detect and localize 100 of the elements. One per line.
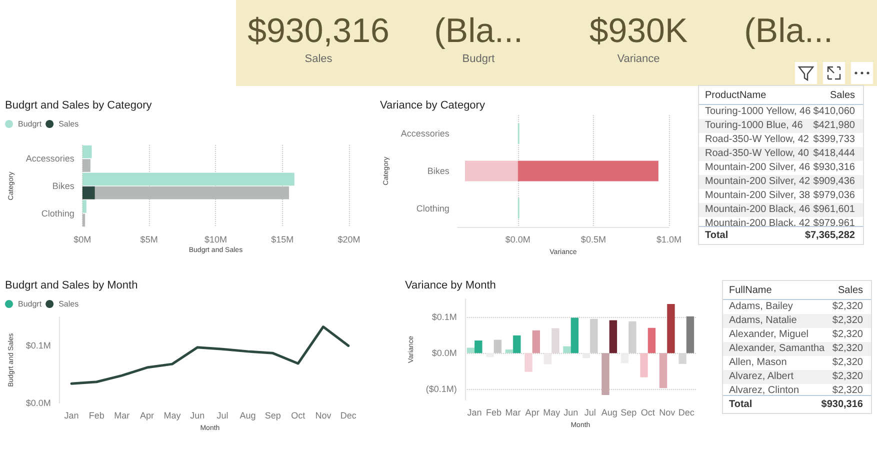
x-tick-label: Nov [315, 410, 332, 421]
category-label: Sales [304, 53, 334, 65]
bar [686, 316, 694, 354]
x-tick-label: $0.5M [580, 234, 606, 244]
text: $2,320 [832, 371, 863, 382]
text: Total [705, 230, 728, 241]
category-label: Budgrt [461, 53, 496, 65]
bar [474, 340, 482, 354]
x-tick-label: Sep [264, 410, 281, 421]
text: $930,316 [248, 12, 390, 50]
x-tick-label: $15M [271, 234, 294, 244]
category-label: Variance [616, 53, 661, 65]
text: $2,320 [832, 315, 863, 326]
y-tick-label: $0.0M [26, 398, 51, 408]
bar [640, 353, 648, 378]
bar [82, 186, 95, 200]
bar [667, 304, 675, 354]
text: (Bla... [434, 12, 523, 50]
y-tick-label: Accessories [400, 128, 450, 139]
text: $418,444 [813, 148, 855, 159]
x-tick-label: Apr [140, 410, 154, 421]
x-tick-label: Jan [467, 408, 482, 418]
category-label: Allen, Mason [729, 357, 787, 370]
x-tick-label: $20M [338, 234, 360, 244]
bar [582, 353, 590, 358]
text: $930K [589, 12, 688, 50]
category-label: Alexander, Samantha [729, 343, 825, 356]
x-tick-label: $0.0M [505, 234, 530, 244]
bar [82, 145, 92, 158]
text: (Bla... [744, 12, 833, 50]
legend-label: Budgrt [18, 300, 42, 308]
category-label: Road-350-W Yellow, 40 [705, 148, 809, 161]
bar [82, 214, 86, 227]
x-tick-label: Mar [114, 410, 130, 421]
bar [648, 328, 656, 354]
y-tick-label: Bikes [427, 166, 450, 176]
category-label: Alvarez, Clinton [729, 385, 800, 398]
y-tick-label: ($0.1M) [426, 384, 457, 394]
y-tick-label: $0.0M [432, 348, 457, 358]
category-label: Alexander, Miguel [729, 329, 808, 342]
bar [82, 200, 86, 213]
x-tick-label: $1.0M [656, 234, 682, 244]
x-tick-label: $5M [140, 234, 158, 244]
x-tick-label: May [543, 408, 561, 418]
x-tick-label: Jan [64, 410, 79, 421]
x-tick-label: Oct [291, 410, 306, 421]
bar [82, 159, 90, 172]
text: $2,320 [832, 301, 863, 312]
bar [513, 335, 521, 354]
x-tick-label: Sep [620, 408, 637, 418]
category-label: Mountain-200 Black, 46 [705, 204, 810, 217]
bar [82, 172, 294, 186]
bar [620, 353, 629, 364]
text: ProductName [705, 90, 766, 101]
chart-title: Variance by Category [380, 100, 486, 112]
category-label: Road-350-W Yellow, 42 [705, 134, 809, 147]
category-label: Adams, Natalie [729, 315, 797, 328]
text: $2,320 [832, 385, 863, 396]
text: $2,320 [832, 343, 863, 354]
legend-label: Budgrt [18, 120, 42, 128]
bar [532, 330, 540, 354]
y-tick-label: $0.1M [432, 312, 457, 322]
x-tick-label: Nov [659, 408, 676, 418]
category-label: Adams, Bailey [729, 301, 793, 314]
text: $909,436 [813, 176, 855, 187]
x-tick-label: Dec [340, 410, 357, 421]
text: $961,601 [813, 204, 855, 215]
chart-title: Budgrt and Sales by Month [5, 280, 138, 292]
text: $421,980 [813, 120, 855, 131]
text: FullName [729, 285, 772, 296]
x-tick-label: Aug [601, 408, 618, 418]
bar [552, 328, 560, 354]
category-label: Alvarez, Albert [729, 371, 794, 384]
x-tick-label: May [164, 410, 182, 421]
category-label: Mountain-200 Silver, 38 [705, 190, 810, 203]
x-tick-label: Jun [190, 410, 205, 421]
y-tick-label: Clothing [41, 208, 74, 218]
line-series [70, 326, 350, 385]
x-tick-label: Jun [564, 408, 578, 418]
legend-label: Sales [58, 120, 79, 128]
chart-title: Variance by Month [405, 280, 496, 292]
text: $979,036 [813, 190, 855, 201]
bar [466, 348, 475, 354]
category-label: Touring-1000 Blue, 46 [705, 120, 803, 133]
bar [524, 353, 532, 372]
text: $399,733 [813, 134, 855, 145]
bar [544, 353, 552, 364]
x-tick-label: Dec [678, 408, 695, 418]
text: $2,320 [832, 329, 863, 340]
bar [464, 160, 518, 182]
chart-title: Budgrt and Sales by Category [5, 100, 152, 112]
text: $410,060 [813, 106, 855, 117]
bar [563, 346, 571, 354]
y-tick-label: $0.1M [26, 340, 51, 351]
y-tick-label: Accessories [26, 154, 75, 164]
category-label: Touring-1000 Yellow, 46 [705, 106, 811, 119]
y-tick-label: Clothing [416, 203, 450, 214]
x-tick-label: Feb [486, 408, 502, 418]
y-tick-label: Bikes [52, 181, 75, 191]
category-label: Mountain-200 Silver, 42 [705, 176, 810, 189]
